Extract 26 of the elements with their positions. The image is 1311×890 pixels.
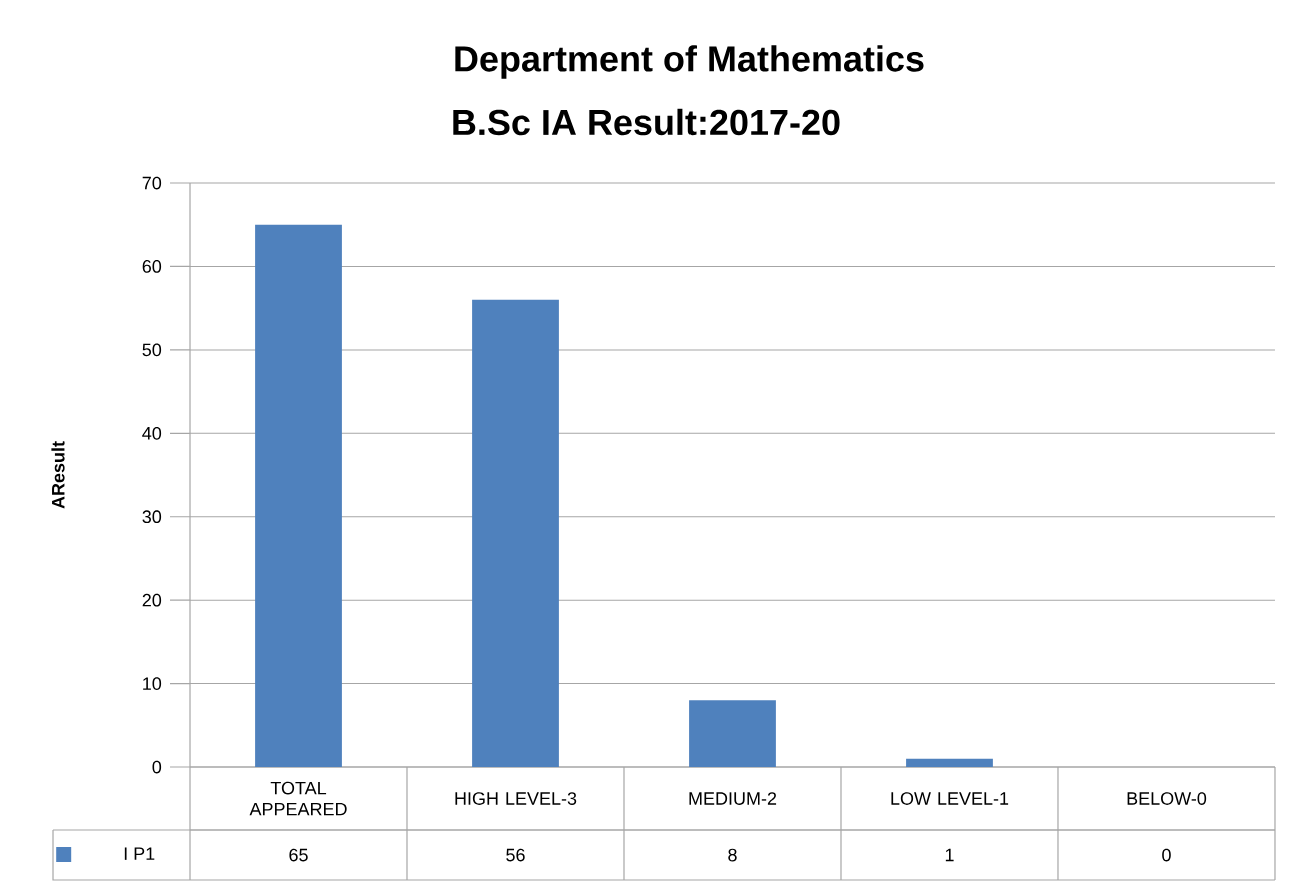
- y-tick-label: 20: [142, 593, 162, 607]
- x-tick-label: BELOW-0: [1127, 792, 1207, 805]
- y-tick-label: 40: [142, 426, 162, 440]
- data-label: 56: [506, 848, 525, 862]
- x-tick-label: HIGH LEVEL-3: [455, 792, 577, 805]
- text: I P1: [124, 847, 155, 860]
- x-tick-label: LOW LEVEL-1: [891, 792, 1009, 805]
- y-tick-label: 0: [152, 760, 162, 774]
- data-label: 0: [1162, 848, 1171, 862]
- y-tick-label: 30: [142, 510, 162, 524]
- bar: [689, 700, 776, 768]
- x-tick-label: TOTAL APPEARED: [249, 781, 347, 816]
- chart-title: Department of Mathematics: [455, 45, 924, 79]
- data-label: 65: [289, 848, 308, 862]
- data-label: 8: [728, 848, 737, 862]
- chart-subtitle: B.Sc IA Result:2017-20: [453, 108, 840, 136]
- bar: [255, 224, 342, 768]
- bar: [906, 758, 993, 768]
- y-tick-label: 60: [142, 260, 162, 273]
- y-tick-label: 50: [142, 343, 162, 357]
- data-label: 1: [945, 848, 954, 862]
- x-tick-label: MEDIUM-2: [689, 792, 777, 805]
- y-tick-label: 70: [142, 176, 162, 190]
- y-axis-title: AResult: [51, 441, 65, 509]
- bar: [472, 299, 559, 768]
- y-tick-label: 10: [143, 677, 162, 690]
